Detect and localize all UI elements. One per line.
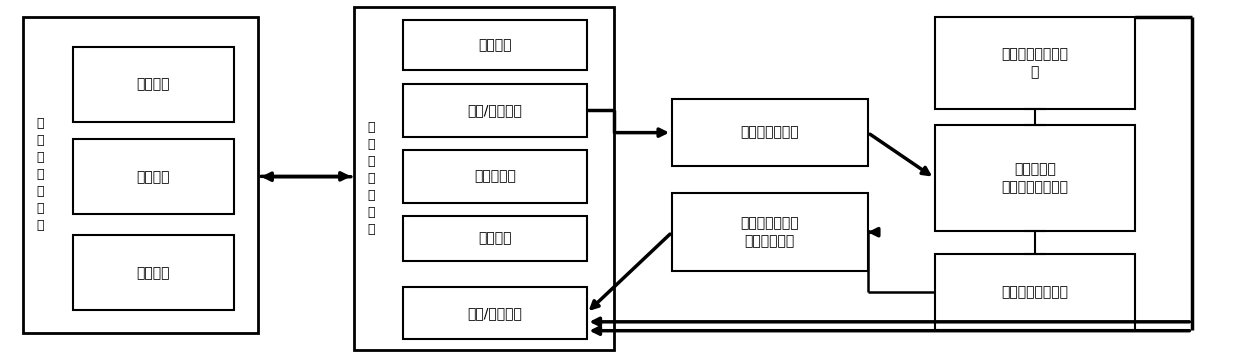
- Bar: [72, 235, 233, 310]
- Bar: [672, 193, 868, 271]
- Text: 数字/模拟转换: 数字/模拟转换: [467, 103, 522, 117]
- Text: 模拟/数字转换: 模拟/数字转换: [467, 306, 522, 320]
- Text: 高精度角度传感器: 高精度角度传感器: [1002, 285, 1069, 299]
- Text: 数据处理: 数据处理: [136, 266, 170, 280]
- Bar: [672, 99, 868, 166]
- Bar: [72, 47, 233, 122]
- Text: 人机交互: 人机交互: [136, 77, 170, 91]
- Bar: [403, 150, 587, 203]
- Text: 伺
服
控
制
计
算
机: 伺 服 控 制 计 算 机: [367, 121, 374, 236]
- Text: 通信接口: 通信接口: [136, 170, 170, 184]
- Bar: [24, 17, 258, 333]
- Bar: [403, 216, 587, 261]
- Text: 时统单元: 时统单元: [479, 38, 512, 52]
- Text: 通信接口: 通信接口: [479, 232, 512, 246]
- Bar: [403, 20, 587, 70]
- Bar: [403, 287, 587, 339]
- Bar: [935, 125, 1136, 231]
- Text: 高精度角速度传感
器: 高精度角速度传感 器: [1002, 47, 1069, 80]
- Bar: [935, 254, 1136, 330]
- Bar: [935, 17, 1136, 109]
- Bar: [72, 139, 233, 214]
- Bar: [353, 7, 614, 350]
- Bar: [403, 84, 587, 136]
- Text: 信
息
处
理
计
算
机: 信 息 处 理 计 算 机: [37, 117, 45, 232]
- Text: 俯仰轴电机
（搭载全部载荷）: 俯仰轴电机 （搭载全部载荷）: [1002, 162, 1069, 194]
- Text: 电机驱动器单元: 电机驱动器单元: [740, 126, 800, 140]
- Text: 伺服控制器: 伺服控制器: [474, 169, 516, 183]
- Text: 电机电流信息采
集与处理单元: 电机电流信息采 集与处理单元: [740, 216, 800, 248]
